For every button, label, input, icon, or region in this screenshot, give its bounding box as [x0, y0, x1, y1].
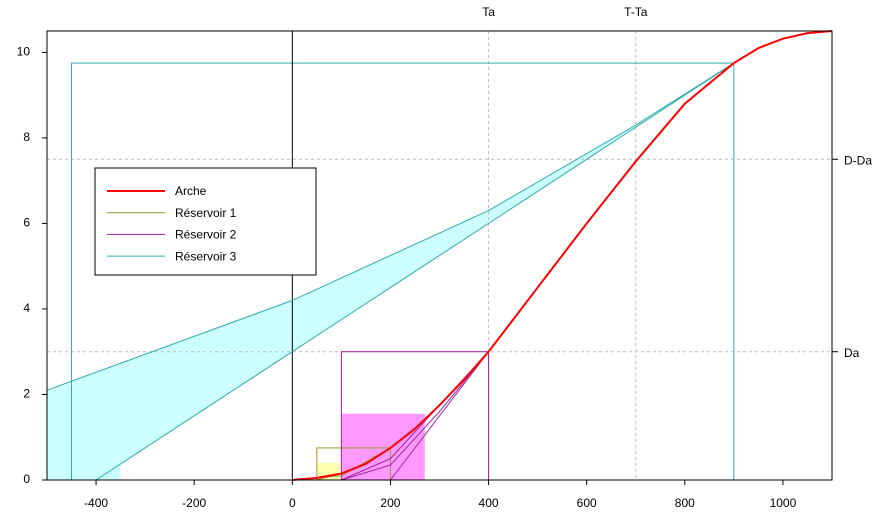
- reference-label: D-Da: [844, 153, 872, 167]
- plot-frame: [46, 30, 833, 481]
- x-tick-label: 400: [479, 496, 499, 510]
- series-line: [46, 62, 735, 391]
- y-tick-label: 10: [17, 45, 31, 59]
- x-tick-label: 600: [577, 496, 597, 510]
- legend-label: Arche: [175, 184, 207, 198]
- y-tick-label: 8: [23, 130, 30, 144]
- reference-label: T-Ta: [624, 5, 648, 19]
- area-fill: [47, 63, 734, 480]
- series-line: [292, 30, 833, 481]
- series-line: [341, 351, 489, 481]
- legend-label: Réservoir 3: [175, 249, 237, 263]
- area-fill: [341, 413, 425, 480]
- area-fill: [71, 460, 121, 480]
- x-tick-label: -200: [182, 496, 206, 510]
- y-tick-label: 4: [23, 301, 30, 315]
- x-tick-label: -400: [84, 496, 108, 510]
- series-line: [95, 62, 735, 481]
- legend-box: [94, 167, 317, 276]
- reference-label: Da: [844, 346, 860, 360]
- legend-label: Réservoir 1: [175, 206, 237, 220]
- area-fill: [316, 462, 342, 480]
- y-tick-label: 2: [23, 387, 30, 401]
- x-tick-label: 0: [289, 496, 296, 510]
- x-tick-label: 200: [380, 496, 400, 510]
- x-tick-label: 1000: [770, 496, 797, 510]
- legend-label: Réservoir 2: [175, 228, 237, 242]
- series-line: [390, 351, 489, 481]
- x-tick-label: 800: [675, 496, 695, 510]
- reference-label: Ta: [482, 5, 495, 19]
- y-tick-label: 6: [23, 216, 30, 230]
- y-tick-label: 0: [23, 472, 30, 486]
